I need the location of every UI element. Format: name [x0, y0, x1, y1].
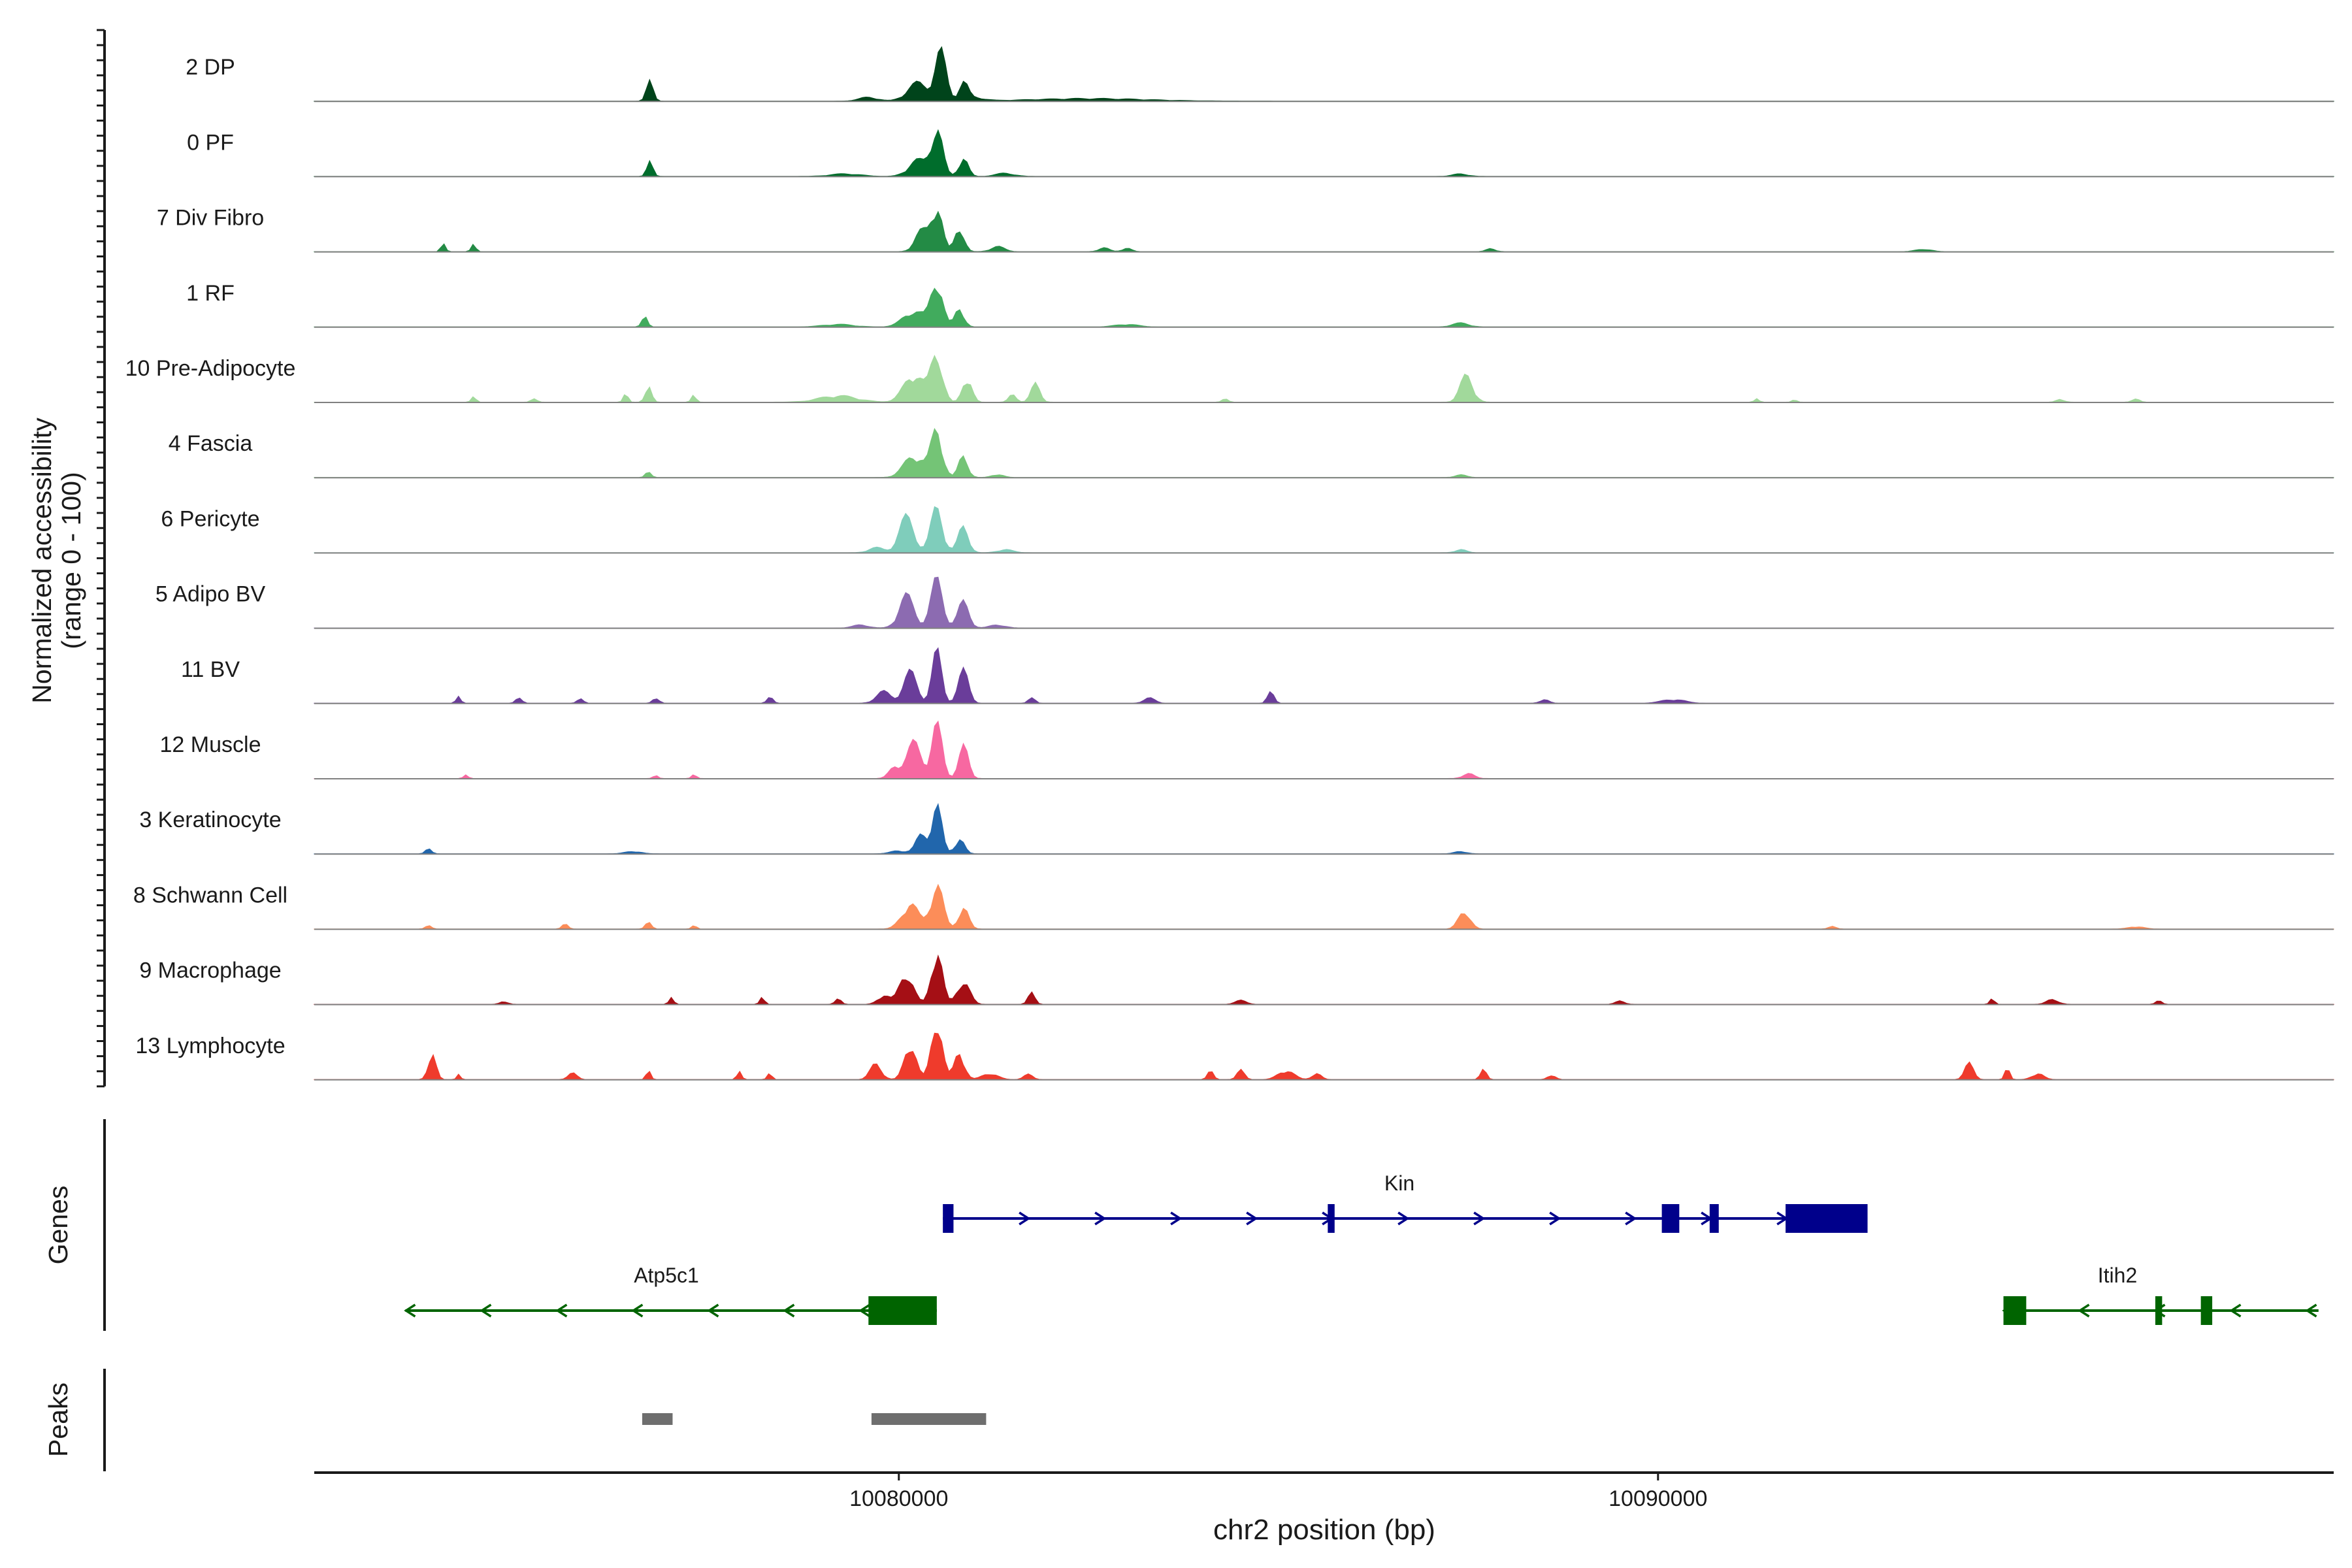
- gene-kin: Kin: [943, 1171, 1868, 1233]
- peak-regions: [642, 1413, 987, 1425]
- track-4-fascia: [314, 428, 2334, 479]
- track-8-schwann-cell: [314, 883, 2334, 930]
- y-axis-label-line2: (range 0 - 100): [56, 472, 86, 649]
- coverage-tracks: [314, 46, 2334, 1081]
- strand-chevron: [2078, 1303, 2090, 1318]
- track-1-rf: [314, 287, 2334, 328]
- track-label-3-keratinocyte: 3 Keratinocyte: [139, 808, 281, 832]
- strand-chevron: [404, 1303, 416, 1318]
- track-label-9-macrophage: 9 Macrophage: [139, 958, 281, 983]
- strand-chevron: [1094, 1211, 1107, 1226]
- strand-chevron: [1246, 1211, 1258, 1226]
- strand-chevron: [631, 1303, 644, 1318]
- track-label-5-adipo-bv: 5 Adipo BV: [155, 582, 266, 607]
- gene-annotations: Kin Atp5c1 Itih2: [404, 1171, 2319, 1325]
- strand-chevron: [707, 1303, 719, 1318]
- track-label-11-bv: 11 BV: [181, 657, 240, 682]
- strand-chevron: [1473, 1211, 1486, 1226]
- track-9-macrophage: [314, 954, 2334, 1005]
- gene-label-kin: Kin: [1384, 1171, 1414, 1195]
- track-0-pf: [314, 129, 2334, 178]
- track-label-0-pf: 0 PF: [187, 130, 234, 155]
- exon-itih2: [2200, 1296, 2213, 1325]
- track-label-7-div-fibro: 7 Div Fibro: [157, 206, 264, 231]
- track-2-dp: [314, 46, 2334, 103]
- track-6-pericyte: [314, 506, 2334, 554]
- strand-chevron: [1397, 1211, 1410, 1226]
- x-tick-label-10090000: 10090000: [1609, 1486, 1707, 1511]
- exon-kin: [1328, 1204, 1335, 1233]
- strand-chevron: [2305, 1303, 2317, 1318]
- track-labels: 2 DP 0 PF 7 Div Fibro 1 RF 10 Pre-Adipocyte 4…: [125, 55, 296, 1058]
- track-label-4-fascia: 4 Fascia: [169, 431, 253, 456]
- genes-panel-label: Genes: [43, 1186, 73, 1265]
- gene-label-atp5c1: Atp5c1: [634, 1264, 699, 1287]
- exon-kin: [1661, 1204, 1680, 1233]
- track-label-10-pre-adipocyte: 10 Pre-Adipocyte: [125, 356, 296, 381]
- gene-label-itih2: Itih2: [2098, 1264, 2137, 1287]
- track-12-muscle: [314, 720, 2334, 779]
- x-axis-ticks: 10080000 10090000: [849, 1473, 1707, 1511]
- peak-region: [642, 1413, 673, 1425]
- strand-chevron: [1019, 1211, 1031, 1226]
- track-label-2-dp: 2 DP: [186, 55, 235, 80]
- exon-kin: [1709, 1204, 1719, 1233]
- strand-chevron: [1170, 1211, 1183, 1226]
- track-label-1-rf: 1 RF: [186, 281, 235, 306]
- exon-kin: [943, 1204, 954, 1233]
- y-axis-label-line1: Normalized accessibility: [27, 417, 57, 704]
- track-10-pre-adipocyte: [314, 354, 2334, 403]
- track-7-div-fibro: [314, 210, 2334, 253]
- peak-region: [871, 1413, 987, 1425]
- x-tick-label-10080000: 10080000: [849, 1486, 948, 1511]
- track-label-6-pericyte: 6 Pericyte: [161, 506, 259, 531]
- track-label-8-schwann-cell: 8 Schwann Cell: [133, 883, 287, 907]
- strand-chevron: [555, 1303, 568, 1318]
- track-label-12-muscle: 12 Muscle: [160, 732, 261, 757]
- gene-itih2: Itih2: [2002, 1264, 2319, 1325]
- coverage-area-13-lymphocyte: [314, 1032, 2334, 1081]
- track-11-bv: [314, 647, 2334, 704]
- peaks-panel-label: Peaks: [43, 1382, 73, 1457]
- strand-chevron: [2229, 1303, 2242, 1318]
- x-axis-label: chr2 position (bp): [1213, 1514, 1435, 1546]
- strand-chevron: [1625, 1211, 1637, 1226]
- track-3-keratinocyte: [314, 803, 2334, 855]
- track-label-13-lymphocyte: 13 Lymphocyte: [135, 1034, 285, 1058]
- coverage-y-axis: [97, 29, 106, 1088]
- strand-chevron: [783, 1303, 795, 1318]
- exon-kin: [1786, 1204, 1868, 1233]
- exon-atp5c1: [868, 1296, 937, 1325]
- track-5-adipo-bv: [314, 576, 2334, 629]
- strand-chevron: [858, 1303, 871, 1318]
- exon-itih2: [2155, 1296, 2163, 1325]
- exon-itih2: [2003, 1296, 2027, 1325]
- coverage-y-axis-ticks: [97, 29, 105, 1088]
- track-13-lymphocyte: [314, 1032, 2334, 1081]
- strand-chevron: [480, 1303, 492, 1318]
- strand-chevron: [1549, 1211, 1561, 1226]
- gene-atp5c1: Atp5c1: [404, 1264, 937, 1325]
